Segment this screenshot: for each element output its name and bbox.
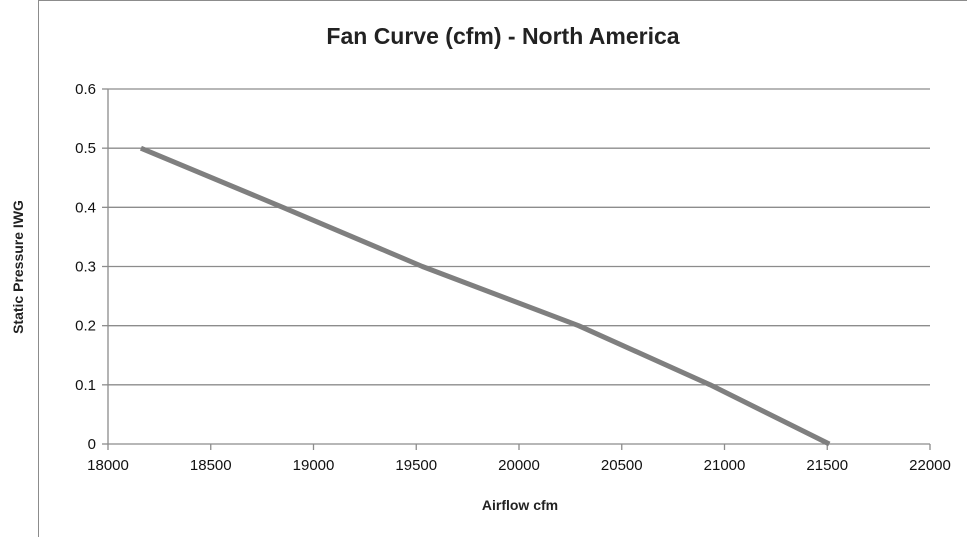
gridlines (108, 88, 930, 386)
y-tick-label: 0.4 (75, 199, 96, 216)
x-tick-label: 18000 (87, 457, 129, 474)
x-tick-label: 20500 (601, 457, 643, 474)
series-layer (139, 145, 831, 447)
x-tick-label: 22000 (909, 457, 951, 474)
series-line (139, 145, 831, 447)
x-tick-label: 18500 (190, 457, 232, 474)
x-tick-label: 19000 (293, 457, 335, 474)
axes (102, 88, 931, 450)
chart-title: Fan Curve (cfm) - North America (326, 23, 679, 49)
chart-frame-top-border (38, 0, 967, 1)
y-tick-label: 0.1 (75, 377, 96, 394)
x-axis-title: Airflow cfm (482, 497, 558, 513)
y-tick-label: 0.6 (75, 81, 96, 98)
x-tick-label: 20000 (498, 457, 540, 474)
y-tick-label: 0.2 (75, 318, 96, 335)
x-tick-label: 21000 (704, 457, 746, 474)
tick-labels: 0 0.1 0.2 0.3 0.4 0.5 0.6 18000 18500 19000 19500 2… (75, 81, 951, 474)
y-axis-title: Static Pressure IWG (10, 200, 26, 334)
y-tick-label: 0.3 (75, 259, 96, 276)
y-tick-label: 0.5 (75, 140, 96, 157)
chart-frame-left-border (38, 0, 39, 537)
x-tick-label: 21500 (806, 457, 848, 474)
y-tick-label: 0 (88, 436, 96, 453)
x-tick-label: 19500 (395, 457, 437, 474)
